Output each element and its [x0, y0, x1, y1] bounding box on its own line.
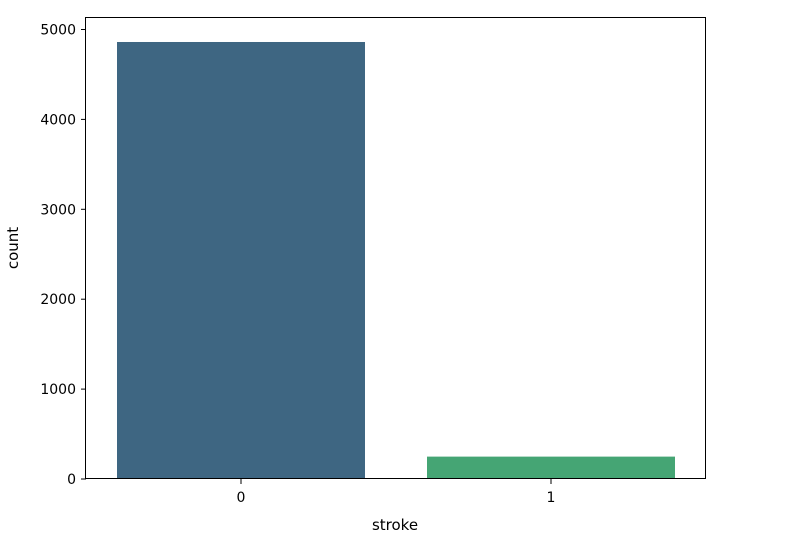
bar-0 — [117, 41, 365, 480]
y-tick-label-0: 0 — [67, 472, 76, 488]
y-tick-label-3000: 3000 — [40, 202, 76, 218]
bar-1 — [427, 456, 675, 479]
plot-frame — [85, 17, 706, 479]
x-axis-label: stroke — [372, 516, 418, 534]
bars-group — [117, 41, 675, 480]
y-tick-label-5000: 5000 — [40, 23, 76, 39]
y-tick-label-1000: 1000 — [40, 382, 76, 398]
x-tick-label-1: 1 — [547, 490, 556, 506]
y-tick-label-2000: 2000 — [40, 292, 76, 308]
y-axis: 0 1000 2000 3000 4000 5000 — [40, 23, 86, 488]
y-axis-label: count — [4, 227, 22, 269]
y-tick-label-4000: 4000 — [40, 112, 76, 128]
x-tick-label-0: 0 — [237, 490, 246, 506]
